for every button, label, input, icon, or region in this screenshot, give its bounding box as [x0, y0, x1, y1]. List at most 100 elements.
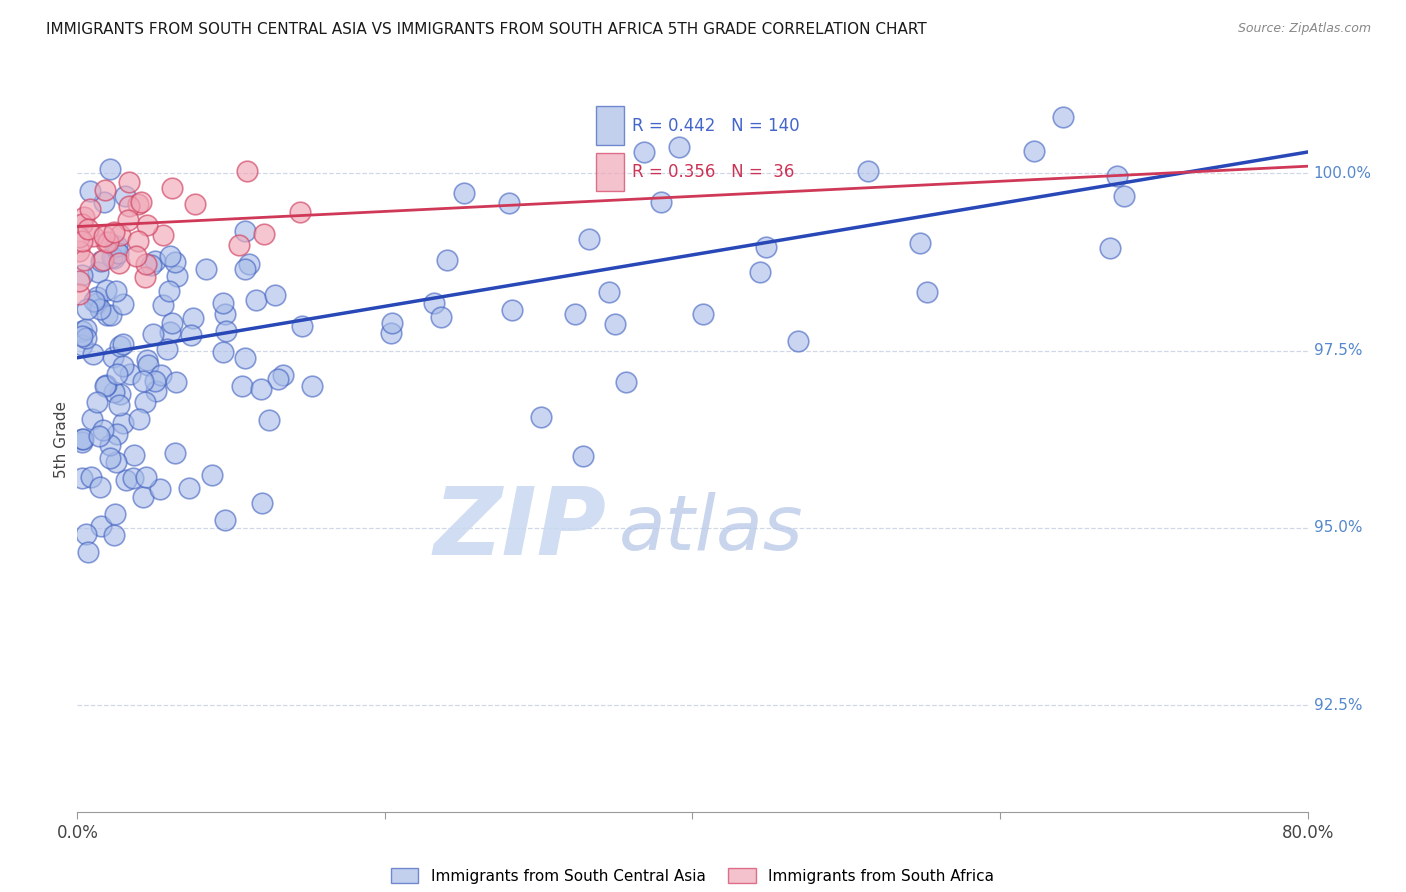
Point: [121, 471, 143, 485]
Point: [67, 287, 90, 301]
Point: [755, 240, 778, 254]
Point: [90, 254, 112, 268]
Text: 100.0%: 100.0%: [1313, 166, 1372, 181]
Point: [245, 293, 267, 307]
Point: [183, 310, 205, 325]
Point: [453, 186, 475, 200]
Point: [79, 202, 101, 217]
Point: [86, 290, 108, 304]
Point: [70, 432, 93, 446]
Point: [156, 342, 179, 356]
Point: [250, 496, 273, 510]
Point: [1112, 188, 1135, 202]
Point: [94, 283, 117, 297]
Point: [212, 295, 235, 310]
Point: [134, 395, 156, 409]
Point: [605, 317, 627, 331]
Point: [201, 468, 224, 483]
Point: [73, 210, 96, 224]
Point: [233, 351, 256, 366]
Text: IMMIGRANTS FROM SOUTH CENTRAL ASIA VS IMMIGRANTS FROM SOUTH AFRICA 5TH GRADE COR: IMMIGRANTS FROM SOUTH CENTRAL ASIA VS IM…: [46, 22, 927, 37]
Point: [111, 336, 134, 351]
Point: [915, 285, 938, 299]
Point: [183, 196, 205, 211]
Point: [135, 470, 157, 484]
Point: [122, 448, 145, 462]
Point: [91, 252, 114, 267]
Point: [127, 234, 149, 248]
Point: [89, 428, 111, 442]
Point: [70, 435, 93, 450]
Point: [87, 265, 110, 279]
Point: [614, 375, 637, 389]
Point: [127, 196, 149, 211]
Y-axis label: 5th Grade: 5th Grade: [53, 401, 69, 478]
Point: [94, 379, 117, 393]
Point: [228, 237, 250, 252]
Point: [253, 227, 276, 241]
Point: [75, 322, 97, 336]
Point: [111, 416, 134, 430]
Point: [238, 256, 260, 270]
Point: [110, 227, 132, 242]
Point: [180, 328, 202, 343]
Point: [787, 334, 810, 348]
Point: [70, 217, 93, 231]
Point: [598, 285, 620, 299]
Point: [143, 374, 166, 388]
Point: [82, 347, 104, 361]
Point: [89, 480, 111, 494]
Bar: [596, 153, 624, 191]
Text: 97.5%: 97.5%: [1313, 343, 1362, 359]
Point: [104, 240, 127, 254]
Point: [105, 427, 128, 442]
Point: [67, 274, 90, 288]
Bar: [596, 106, 624, 145]
Point: [1052, 110, 1074, 124]
Point: [152, 228, 174, 243]
Point: [166, 269, 188, 284]
Point: [103, 225, 125, 239]
Point: [380, 326, 402, 340]
Point: [135, 257, 157, 271]
Point: [145, 254, 167, 268]
Point: [139, 258, 162, 272]
Point: [75, 527, 97, 541]
Point: [103, 528, 125, 542]
Point: [263, 288, 285, 302]
Point: [107, 246, 129, 260]
Point: [89, 519, 111, 533]
Point: [94, 378, 117, 392]
Point: [132, 491, 155, 505]
Point: [70, 329, 93, 343]
Point: [82, 412, 104, 426]
Point: [76, 301, 98, 316]
Point: [94, 183, 117, 197]
Point: [82, 229, 104, 244]
Point: [501, 302, 523, 317]
Point: [856, 163, 879, 178]
Text: Source: ZipAtlas.com: Source: ZipAtlas.com: [1237, 22, 1371, 36]
Point: [166, 375, 188, 389]
Point: [118, 198, 141, 212]
Point: [273, 368, 295, 382]
Point: [73, 252, 96, 267]
Point: [194, 261, 217, 276]
Point: [165, 446, 187, 460]
Point: [97, 235, 120, 249]
Point: [578, 232, 600, 246]
Point: [692, 307, 714, 321]
Point: [79, 184, 101, 198]
Point: [77, 545, 100, 559]
Point: [101, 350, 124, 364]
Point: [70, 337, 93, 351]
Point: [108, 386, 131, 401]
Point: [257, 413, 280, 427]
Point: [633, 145, 655, 159]
Point: [67, 244, 90, 259]
Point: [105, 239, 128, 253]
Point: [1107, 169, 1129, 183]
Point: [108, 339, 131, 353]
Point: [214, 307, 236, 321]
Point: [72, 432, 94, 446]
